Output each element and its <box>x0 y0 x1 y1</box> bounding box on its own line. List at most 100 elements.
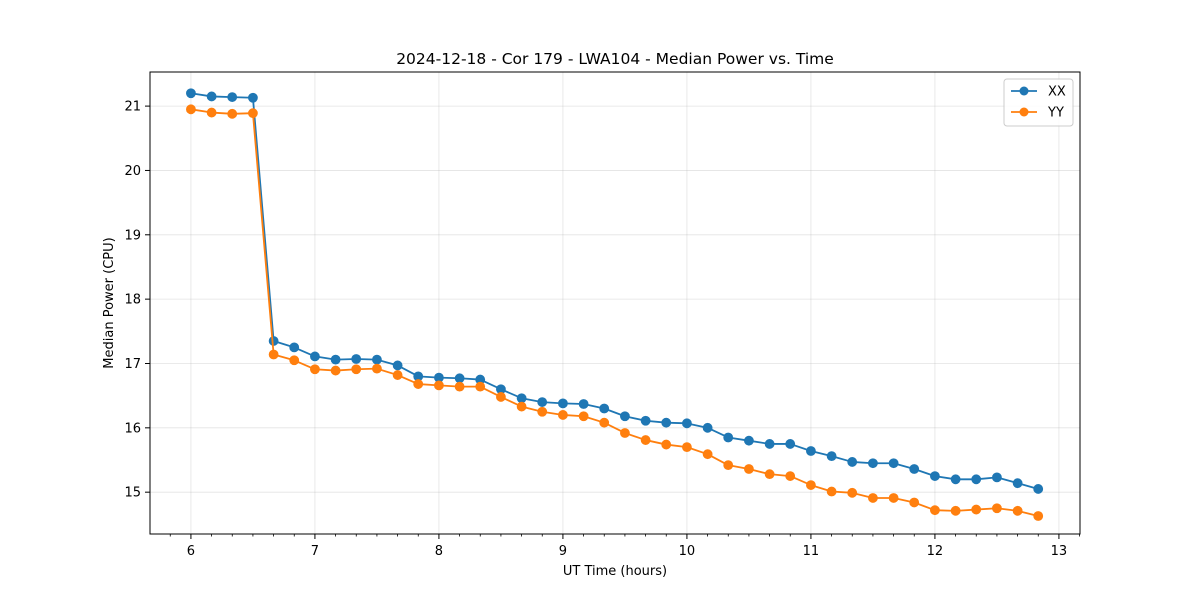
data-point-xx <box>310 351 320 362</box>
x-tick-label: 6 <box>187 544 195 559</box>
data-point-xx <box>764 439 775 449</box>
data-point-yy <box>744 464 754 474</box>
data-point-xx <box>682 418 692 429</box>
data-point-yy <box>558 410 568 420</box>
data-point-xx <box>516 393 527 404</box>
data-point-xx <box>950 474 961 485</box>
x-tick-label: 9 <box>559 544 567 559</box>
data-point-xx <box>392 360 403 371</box>
legend-marker-xx <box>1019 86 1029 96</box>
data-point-xx <box>806 446 816 456</box>
data-point-xx <box>537 397 548 407</box>
data-point-yy <box>847 487 858 498</box>
data-point-xx <box>227 92 238 102</box>
x-tick-label: 13 <box>1051 544 1068 559</box>
data-point-yy <box>909 497 920 508</box>
x-tick-label: 7 <box>311 544 319 559</box>
data-point-yy <box>392 370 403 380</box>
data-point-yy <box>868 493 878 503</box>
data-point-yy <box>1012 505 1023 516</box>
data-point-yy <box>992 503 1002 514</box>
data-point-xx <box>454 373 465 384</box>
x-tick-label: 10 <box>679 544 696 559</box>
data-point-yy <box>950 505 961 516</box>
data-point-yy <box>516 401 527 412</box>
data-point-yy <box>413 379 424 389</box>
data-point-yy <box>785 471 796 481</box>
data-point-xx <box>888 458 899 469</box>
data-point-xx <box>599 403 610 414</box>
data-point-yy <box>351 364 362 375</box>
data-point-yy <box>186 104 196 115</box>
legend: XX YY <box>1003 78 1074 127</box>
data-point-xx <box>558 398 568 409</box>
data-point-xx <box>1012 478 1023 489</box>
data-point-yy <box>888 493 899 503</box>
data-point-xx <box>826 451 837 462</box>
data-point-yy <box>971 504 982 515</box>
data-point-yy <box>702 449 713 460</box>
y-tick-label: 19 <box>124 228 141 243</box>
legend-marker-yy <box>1019 107 1029 117</box>
x-tick-label: 12 <box>927 544 944 559</box>
data-point-xx <box>930 471 940 481</box>
legend-label-xx: XX <box>1048 85 1066 100</box>
data-point-xx <box>578 399 589 409</box>
data-point-xx <box>372 354 382 365</box>
data-point-yy <box>826 486 837 497</box>
data-point-xx <box>206 91 217 102</box>
data-point-yy <box>496 392 506 402</box>
data-point-xx <box>289 342 300 353</box>
data-point-yy <box>640 435 651 445</box>
data-point-xx <box>1033 484 1044 494</box>
y-tick-label: 16 <box>124 421 141 436</box>
series-layer <box>186 88 1044 521</box>
data-point-yy <box>537 406 548 417</box>
data-point-xx <box>868 458 878 469</box>
data-point-xx <box>992 472 1002 483</box>
data-point-xx <box>723 432 734 443</box>
data-point-yy <box>454 381 465 392</box>
data-point-yy <box>206 107 217 118</box>
data-point-xx <box>351 354 362 364</box>
data-point-yy <box>620 428 630 438</box>
x-tick-label: 11 <box>803 544 820 559</box>
data-point-xx <box>330 354 341 365</box>
y-axis-label: Median Power (CPU) <box>102 237 117 368</box>
data-point-yy <box>930 505 940 516</box>
legend-label-yy: YY <box>1047 106 1064 121</box>
y-tick-label: 15 <box>124 486 141 501</box>
data-point-yy <box>310 364 320 375</box>
y-tick-label: 20 <box>124 164 141 179</box>
data-point-yy <box>682 442 692 453</box>
data-point-xx <box>971 474 982 485</box>
y-tick-label: 18 <box>124 293 141 308</box>
data-point-yy <box>248 108 258 119</box>
y-tick-label: 21 <box>124 100 141 115</box>
data-point-yy <box>434 380 444 391</box>
x-tick-label: 8 <box>435 544 443 559</box>
axis-ticks: 6 7 8 9 10 11 12 13 15 16 17 18 19 20 21 <box>124 100 1080 559</box>
data-point-xx <box>640 415 651 426</box>
data-point-yy <box>764 469 775 480</box>
y-tick-label: 17 <box>124 357 141 372</box>
data-point-xx <box>744 435 754 446</box>
data-point-yy <box>599 417 610 428</box>
plot-frame <box>149 71 1081 535</box>
data-point-yy <box>330 365 341 376</box>
data-point-xx <box>186 88 196 99</box>
data-point-yy <box>578 411 589 422</box>
data-point-xx <box>847 457 858 467</box>
series-xx <box>186 88 1044 494</box>
data-point-yy <box>227 108 238 119</box>
data-point-yy <box>661 439 672 450</box>
data-point-xx <box>785 439 796 449</box>
series-yy <box>186 104 1044 521</box>
data-point-yy <box>289 355 300 366</box>
data-point-yy <box>268 349 279 360</box>
data-point-xx <box>620 411 630 422</box>
data-point-xx <box>661 417 672 428</box>
x-axis-label: UT Time (hours) <box>563 564 667 579</box>
